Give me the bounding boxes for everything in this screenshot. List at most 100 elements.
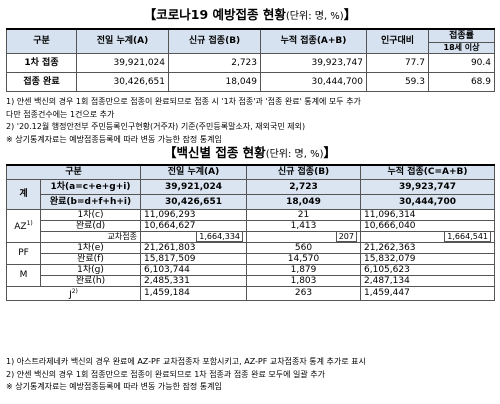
row-sublabel: 1차(c) bbox=[40, 208, 141, 221]
table2-unit: (단위: 명, %) bbox=[265, 149, 324, 160]
col-prev-total: 전일 누계(A) bbox=[76, 28, 169, 54]
row-sublabel: 1차(a=c+e+g+i) bbox=[40, 178, 141, 195]
cell-new: 2,723 bbox=[168, 52, 261, 73]
table1-title-close: 】 bbox=[343, 7, 357, 22]
group-j-label: J2) bbox=[6, 285, 141, 301]
table-row: AZ1) 1차(c) 11,096,293 21 11,096,314 bbox=[6, 208, 495, 243]
cell-prev-total: 15,817,509 bbox=[140, 252, 247, 265]
cell-prev-total: 1,664,334 bbox=[196, 232, 243, 241]
note: 다만 접종건수에는 1건으로 추가 bbox=[6, 109, 115, 119]
table-row: PF 1차(e) 21,261,803 560 21,262,363 bbox=[6, 241, 495, 265]
table1-unit: (단위: 명, %) bbox=[285, 11, 344, 22]
table1-row: 접종 완료 30,426,651 18,049 30,444,700 59.3 … bbox=[6, 71, 495, 92]
table2-title: 【백신별 접종 현황(단위: 명, %)】 bbox=[0, 142, 500, 161]
cell-new: 14,570 bbox=[246, 252, 361, 265]
cell-adult: 90.4 bbox=[428, 52, 495, 73]
cell-new: 2,723 bbox=[246, 178, 361, 195]
row-label: 접종 완료 bbox=[6, 71, 77, 92]
cell-prev-total: 6,103,744 bbox=[140, 263, 247, 276]
group-az-label: AZ1) bbox=[6, 208, 41, 243]
cell-prev-total: 39,921,024 bbox=[140, 178, 247, 195]
cell-cumulative: 39,923,747 bbox=[360, 178, 495, 195]
note: ※ 상기통계자료는 예방접종등록에 따라 변동 가능한 잠정 통계임 bbox=[6, 134, 222, 144]
col-category: 구분 bbox=[6, 28, 77, 54]
table-row: 계 1차(a=c+e+g+i) 39,921,024 2,723 39,923,… bbox=[6, 178, 495, 210]
cell-cumulative: 15,832,079 bbox=[360, 252, 495, 265]
cell-cumulative: 11,096,314 bbox=[360, 208, 495, 221]
row-sublabel: 1차(g) bbox=[40, 263, 141, 276]
group-total-label: 계 bbox=[6, 178, 41, 210]
cell-population-ratio: 77.7 bbox=[366, 52, 429, 73]
cell-prev-total: 1,459,184 bbox=[140, 285, 247, 301]
cell-new: 1,413 bbox=[246, 219, 361, 232]
cell-cumulative: 10,666,040 bbox=[360, 219, 495, 232]
table-row: 완료(h) 2,485,331 1,803 2,487,134 bbox=[7, 274, 495, 287]
table-row: 완료(d) 10,664,627 1,413 10,666,040 bbox=[7, 219, 495, 232]
table-row: 완료(b=d+f+h+i) 30,426,651 18,049 30,444,7… bbox=[6, 193, 495, 210]
row-sublabel-cross: 교차접종 bbox=[40, 230, 141, 243]
cell-cumulative: 6,105,623 bbox=[360, 263, 495, 276]
cell-prev-total: 21,261,803 bbox=[140, 241, 247, 254]
col-adult: 18세 이상 bbox=[428, 41, 495, 54]
table-row: 완료(f) 15,817,509 14,570 15,832,079 bbox=[7, 252, 495, 265]
row-sublabel: 완료(d) bbox=[40, 219, 141, 232]
cell-cumulative: 2,487,134 bbox=[360, 274, 495, 287]
cell-new: 18,049 bbox=[246, 193, 361, 210]
cell-prev-total: 11,096,293 bbox=[140, 208, 247, 221]
col-population-ratio: 인구대비 bbox=[366, 28, 429, 54]
cell-population-ratio: 59.3 bbox=[366, 71, 429, 92]
col-prev-total: 전일 누계(A) bbox=[140, 164, 247, 180]
cell-new: 560 bbox=[246, 241, 361, 254]
table2-notes: 1) 아스트라제네카 백신의 경우 완료에 AZ-PF 교차접종자 포함시키고,… bbox=[6, 356, 496, 394]
cell-cumulative: 1,459,447 bbox=[360, 285, 495, 301]
col-cumulative: 누적 접종(A+B) bbox=[260, 28, 367, 54]
row-sublabel: 완료(h) bbox=[40, 274, 141, 287]
col-new: 신규 접종(B) bbox=[246, 164, 361, 180]
cell-cumulative: 30,444,700 bbox=[360, 193, 495, 210]
table1-overall-vaccination: 구분 전일 누계(A) 신규 접종(B) 누적 접종(A+B) 인구대비 접종률… bbox=[6, 28, 495, 92]
cell-new: 18,049 bbox=[168, 71, 261, 92]
note: 2) 얀센 백신의 경우 1회 접종만으로 접종이 완료되므로 1차 접종과 접… bbox=[6, 369, 325, 379]
cell-new: 263 bbox=[246, 285, 361, 301]
cell-cumulative: 21,262,363 bbox=[360, 241, 495, 254]
group-m-label: M bbox=[6, 263, 41, 287]
col-cumulative: 누적 접종(C=A+B) bbox=[360, 164, 495, 180]
row-label: 1차 접종 bbox=[6, 52, 77, 73]
note: 1) 아스트라제네카 백신의 경우 완료에 AZ-PF 교차접종자 포함시키고,… bbox=[6, 357, 366, 366]
table2-title-close: 】 bbox=[323, 145, 337, 160]
note: ※ 상기통계자료는 예방접종등록에 따라 변동 가능한 잠정 통계임 bbox=[6, 382, 222, 391]
table1-row: 1차 접종 39,921,024 2,723 39,923,747 77.7 9… bbox=[6, 52, 495, 73]
col-vaccination-rate: 접종률 bbox=[428, 28, 495, 43]
table-row: 교차접종 1,664,334 207 1,664,541 bbox=[7, 230, 495, 243]
table2-header-row: 구분 전일 누계(A) 신규 접종(B) 누적 접종(C=A+B) bbox=[6, 164, 495, 180]
cell-new: 207 bbox=[335, 232, 357, 241]
cell-cumulative: 30,444,700 bbox=[260, 71, 367, 92]
table1-notes: 1) 얀센 백신의 경우 1회 접종만으로 접종이 완료되므로 접종 시 '1차… bbox=[6, 96, 496, 146]
col-new: 신규 접종(B) bbox=[168, 28, 261, 54]
table1-header-row: 구분 전일 누계(A) 신규 접종(B) 누적 접종(A+B) 인구대비 접종률 bbox=[6, 28, 495, 54]
col-category: 구분 bbox=[6, 164, 141, 180]
note: 1) 얀센 백신의 경우 1회 접종만으로 접종이 완료되므로 접종 시 '1차… bbox=[6, 97, 361, 106]
cell-cumulative: 39,923,747 bbox=[260, 52, 367, 73]
cell-prev-total: 39,921,024 bbox=[76, 52, 169, 73]
cell-prev-total: 30,426,651 bbox=[76, 71, 169, 92]
row-sublabel: 완료(f) bbox=[40, 252, 141, 265]
table2-title-text: 【백신별 접종 현황 bbox=[163, 145, 266, 160]
row-sublabel: 완료(b=d+f+h+i) bbox=[40, 193, 141, 210]
cell-prev-total: 30,426,651 bbox=[140, 193, 247, 210]
cell-new: 1,879 bbox=[246, 263, 361, 276]
cell-new: 21 bbox=[246, 208, 361, 221]
table1-title-text: 【코로나19 예방접종 현황 bbox=[143, 7, 286, 22]
table-row: M 1차(g) 6,103,744 1,879 6,105,623 bbox=[6, 263, 495, 287]
group-pf-label: PF bbox=[6, 241, 41, 265]
cell-adult: 68.9 bbox=[428, 71, 495, 92]
cell-new: 1,803 bbox=[246, 274, 361, 287]
note: 2) '20.12월 행정안전부 주민등록인구현황(거주자) 기준(주민등록말소… bbox=[6, 122, 306, 131]
cell-prev-total: 2,485,331 bbox=[140, 274, 247, 287]
table2-by-vaccine: 구분 전일 누계(A) 신규 접종(B) 누적 접종(C=A+B) 계 1차(a… bbox=[6, 164, 495, 301]
row-sublabel: 1차(e) bbox=[40, 241, 141, 254]
table1-title: 【코로나19 예방접종 현황(단위: 명, %)】 bbox=[0, 4, 500, 23]
table-row: J2) 1,459,184 263 1,459,447 bbox=[6, 285, 495, 301]
cell-prev-total: 10,664,627 bbox=[140, 219, 247, 232]
